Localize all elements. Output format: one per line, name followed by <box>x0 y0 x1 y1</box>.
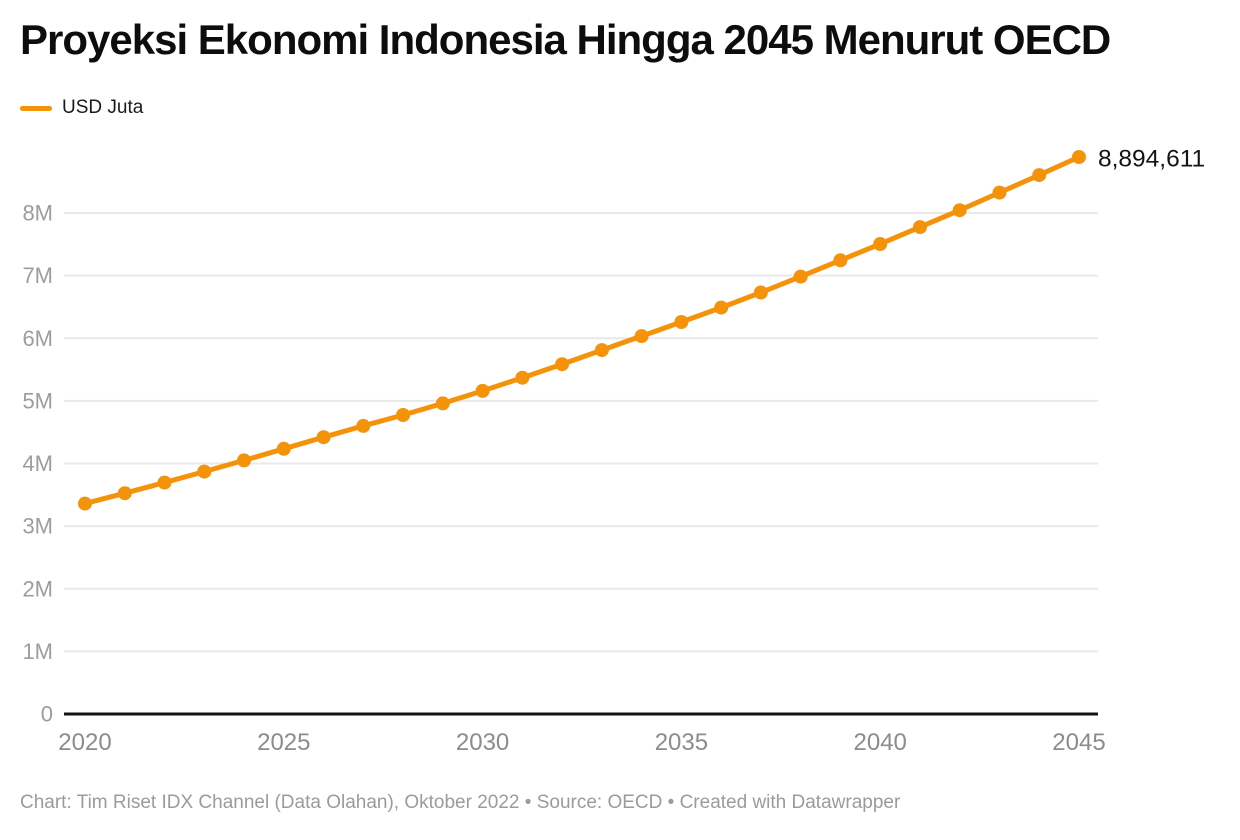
data-point[interactable] <box>157 475 172 490</box>
data-point[interactable] <box>78 496 92 511</box>
x-axis-tick-label: 2030 <box>456 729 509 756</box>
y-axis-tick-label: 5M <box>22 388 53 413</box>
data-point[interactable] <box>1032 168 1047 183</box>
legend: USD Juta <box>20 97 143 119</box>
attribution-footer: Chart: Tim Riset IDX Channel (Data Olaha… <box>20 792 901 813</box>
y-axis-tick-label: 1M <box>22 639 53 664</box>
data-point[interactable] <box>316 430 331 445</box>
end-value-label: 8,894,611 <box>1098 145 1205 172</box>
data-point[interactable] <box>952 203 967 218</box>
data-point[interactable] <box>873 237 888 251</box>
data-point[interactable] <box>913 220 927 235</box>
legend-series-label: USD Juta <box>62 97 144 118</box>
data-point[interactable] <box>117 486 132 501</box>
data-point[interactable] <box>714 300 729 315</box>
x-axis-tick-label: 2020 <box>58 729 111 756</box>
data-point[interactable] <box>197 464 212 479</box>
data-point[interactable] <box>833 253 848 268</box>
x-axis-tick-label: 2045 <box>1052 729 1105 756</box>
data-point[interactable] <box>674 315 689 329</box>
legend-series-swatch <box>20 105 52 111</box>
data-point[interactable] <box>634 329 649 344</box>
data-point[interactable] <box>396 408 411 422</box>
y-axis-tick-label: 4M <box>22 451 53 476</box>
data-point[interactable] <box>356 418 371 433</box>
data-point[interactable] <box>753 285 768 300</box>
y-axis-tick-label: 8M <box>22 201 53 226</box>
data-point[interactable] <box>1072 150 1086 164</box>
y-axis-tick-label: 3M <box>22 514 53 539</box>
data-point[interactable] <box>555 357 570 372</box>
data-point[interactable] <box>992 185 1007 200</box>
data-point[interactable] <box>435 396 450 411</box>
x-axis-tick-label: 2040 <box>854 729 907 756</box>
x-axis-tick-label: 2025 <box>257 729 310 756</box>
data-point[interactable] <box>515 370 530 385</box>
y-axis-tick-label: 6M <box>22 326 53 351</box>
y-axis-tick-label: 7M <box>22 263 53 288</box>
series-line <box>82 154 1082 507</box>
data-point[interactable] <box>793 269 808 284</box>
data-point[interactable] <box>594 343 609 358</box>
y-axis-tick-label: 0 <box>41 702 53 727</box>
data-point[interactable] <box>237 453 251 468</box>
data-point[interactable] <box>475 383 490 398</box>
data-point[interactable] <box>276 441 291 456</box>
y-axis-tick-label: 2M <box>22 576 53 601</box>
chart-title: Proyeksi Ekonomi Indonesia Hingga 2045 M… <box>20 16 1111 63</box>
x-axis-tick-label: 2035 <box>655 729 708 756</box>
